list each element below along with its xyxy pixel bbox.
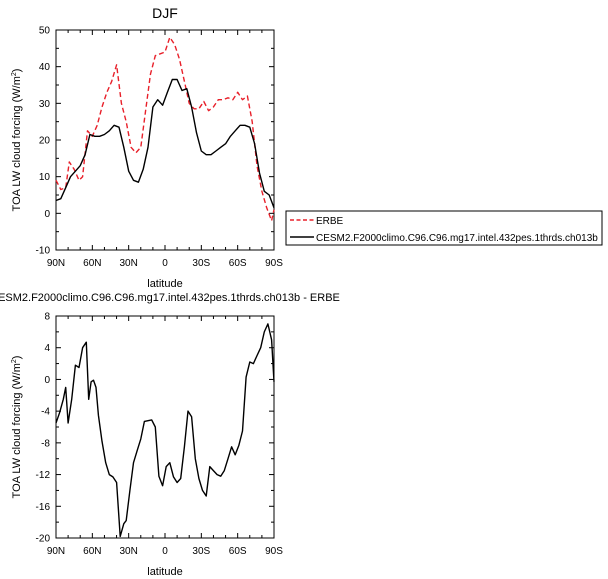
bottom-series-lines [55, 323, 275, 538]
top-y-tick-label: -10 [36, 246, 51, 257]
top-y-tick-label: 0 [44, 209, 50, 220]
top-x-tick-label: 90N [47, 258, 65, 269]
bottom-x-tick-label: 60N [83, 546, 101, 557]
legend-box [285, 210, 603, 246]
bottom-y-axis-label: TOA LW cloud forcing (W/m2) [11, 356, 23, 499]
legend-label-cesm2: CESM2.F2000climo.C96.C96.mg17.intel.432p… [316, 233, 598, 244]
top-chart-title: DJF [152, 5, 178, 21]
top-x-axis-label: latitude [147, 278, 182, 290]
bottom-x-tick-label: 60S [229, 546, 247, 557]
bottom-x-axis-label: latitude [147, 566, 182, 578]
top-x-tick-label: 60S [229, 258, 247, 269]
top-x-tick-label: 60N [83, 258, 101, 269]
top-series-line-1 [55, 78, 275, 209]
bottom-x-tick-label: 0 [162, 546, 168, 557]
legend: ERBE CESM2.F2000climo.C96.C96.mg17.intel… [285, 210, 603, 246]
top-x-tick-label: 30S [192, 258, 210, 269]
bottom-y-tick-label: -4 [41, 407, 50, 418]
bottom-x-tick-label: 30N [119, 546, 137, 557]
bottom-chart: CESM2.F2000climo.C96.C96.mg17.intel.432p… [0, 292, 340, 578]
bottom-y-tick-label: -20 [36, 534, 51, 545]
bottom-y-tick-label: 4 [44, 343, 50, 354]
top-x-tick-label: 0 [162, 258, 168, 269]
bottom-y-tick-label: 8 [44, 312, 50, 323]
bottom-y-tick-label: -12 [36, 470, 51, 481]
top-y-axis-label: TOA LW cloud forcing (W/m2) [11, 69, 23, 212]
bottom-y-tick-label: 0 [44, 375, 50, 386]
top-y-tick-label: 10 [39, 172, 51, 183]
bottom-axis-ticks: -20 -16 -12 -8 -4 0 4 8 90N 60N 30N 0 30S 60S 90S [36, 312, 284, 558]
bottom-x-tick-label: 90N [47, 546, 65, 557]
top-series-line-0 [55, 36, 275, 222]
bottom-y-tick-label: -16 [36, 502, 51, 513]
top-y-tick-label: 50 [39, 26, 51, 37]
top-x-tick-label: 90S [265, 258, 283, 269]
top-series-lines [55, 36, 275, 222]
top-y-tick-label: 30 [39, 99, 51, 110]
legend-label-erbe: ERBE [316, 216, 344, 227]
bottom-x-tick-label: 30S [192, 546, 210, 557]
top-y-tick-label: 20 [39, 136, 51, 147]
bottom-series-line-0 [55, 323, 275, 538]
bottom-y-tick-label: -8 [41, 438, 50, 449]
bottom-x-tick-label: 90S [265, 546, 283, 557]
bottom-chart-title: CESM2.F2000climo.C96.C96.mg17.intel.432p… [0, 292, 340, 304]
top-chart: DJF -10 0 10 20 30 40 50 90N 60N 30N 0 30S 60S 90S la… [11, 5, 283, 290]
bottom-plot-frame [55, 315, 275, 539]
top-axis-ticks: -10 0 10 20 30 40 50 90N 60N 30N 0 30S 60S 90S [36, 26, 284, 270]
top-y-tick-label: 40 [39, 62, 51, 73]
top-x-tick-label: 30N [119, 258, 137, 269]
